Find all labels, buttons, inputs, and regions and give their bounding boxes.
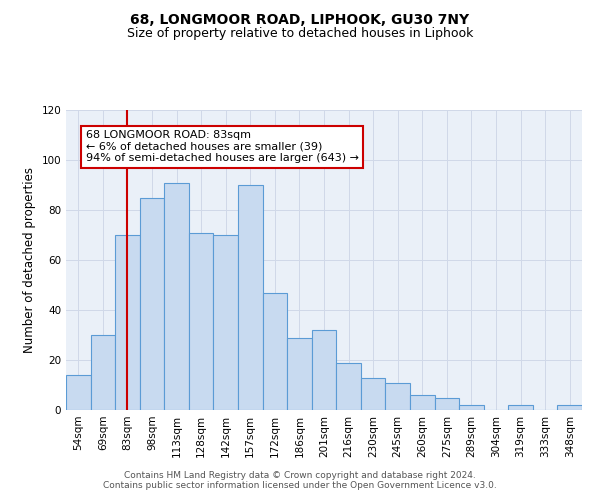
Bar	[214, 235, 238, 410]
Bar	[361, 378, 385, 410]
Bar	[66, 375, 91, 410]
Bar	[115, 235, 140, 410]
Bar	[557, 405, 582, 410]
Bar	[336, 362, 361, 410]
Bar	[287, 338, 312, 410]
Bar	[508, 405, 533, 410]
Text: Contains HM Land Registry data © Crown copyright and database right 2024.
Contai: Contains HM Land Registry data © Crown c…	[103, 470, 497, 490]
Bar	[410, 395, 434, 410]
Bar	[164, 182, 189, 410]
Y-axis label: Number of detached properties: Number of detached properties	[23, 167, 36, 353]
Bar	[434, 398, 459, 410]
Bar	[385, 382, 410, 410]
Text: 68, LONGMOOR ROAD, LIPHOOK, GU30 7NY: 68, LONGMOOR ROAD, LIPHOOK, GU30 7NY	[130, 12, 470, 26]
Bar	[459, 405, 484, 410]
Bar	[91, 335, 115, 410]
Bar	[312, 330, 336, 410]
Bar	[263, 292, 287, 410]
Text: Size of property relative to detached houses in Liphook: Size of property relative to detached ho…	[127, 28, 473, 40]
Text: 68 LONGMOOR ROAD: 83sqm
← 6% of detached houses are smaller (39)
94% of semi-det: 68 LONGMOOR ROAD: 83sqm ← 6% of detached…	[86, 130, 359, 163]
Bar	[140, 198, 164, 410]
Bar	[238, 185, 263, 410]
Bar	[189, 232, 214, 410]
